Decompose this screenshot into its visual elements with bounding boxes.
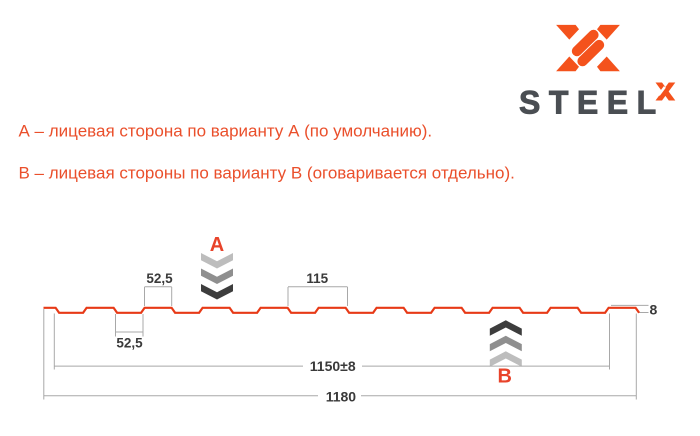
- svg-text:STEEL: STEEL: [519, 84, 665, 120]
- svg-text:1180: 1180: [326, 388, 357, 404]
- svg-text:А – лицевая сторона по вариант: А – лицевая сторона по варианту А (по ум…: [19, 121, 433, 140]
- svg-text:В – лицевая стороны по вариант: В – лицевая стороны по варианту В (огова…: [19, 163, 515, 182]
- svg-text:115: 115: [306, 271, 328, 286]
- svg-text:8: 8: [650, 302, 658, 318]
- svg-text:A: A: [210, 234, 224, 256]
- svg-text:52,5: 52,5: [116, 336, 143, 351]
- svg-text:1150±8: 1150±8: [310, 358, 356, 374]
- svg-text:52,5: 52,5: [146, 271, 173, 286]
- svg-text:B: B: [497, 366, 511, 388]
